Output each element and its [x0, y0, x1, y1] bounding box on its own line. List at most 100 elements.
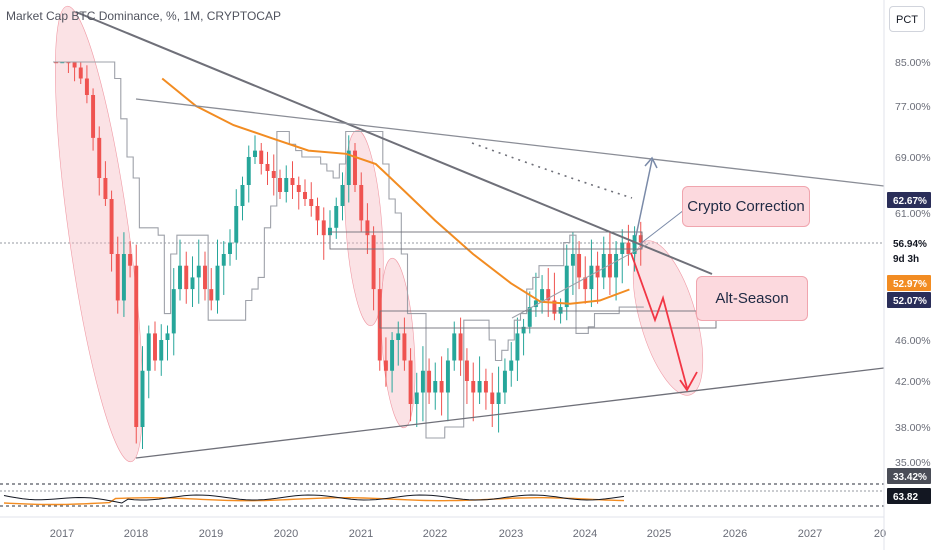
- indicator-signal-line: [3, 497, 625, 506]
- y-tick-label: 61.00%: [895, 208, 931, 220]
- candle-body: [334, 206, 339, 228]
- candle-body: [246, 157, 251, 185]
- candle-body: [490, 392, 495, 404]
- x-tick-label: 2023: [499, 528, 523, 540]
- candle-body: [128, 254, 133, 266]
- candle-body: [540, 289, 545, 301]
- x-tick-label: 2021: [349, 528, 373, 540]
- candle-body: [515, 333, 520, 361]
- candle-body: [445, 360, 450, 393]
- candle-body: [471, 381, 476, 393]
- candle-body: [265, 164, 270, 171]
- callout-alt-season: Alt-Season: [696, 276, 808, 321]
- x-tick-label: 2027: [798, 528, 822, 540]
- x-tick-label: 2025: [647, 528, 671, 540]
- candle-body: [271, 171, 276, 178]
- candle-body: [433, 381, 438, 393]
- candle-body: [309, 199, 314, 206]
- candles: [54, 62, 643, 449]
- candle-body: [564, 265, 569, 308]
- candle-body: [408, 360, 413, 404]
- candle-body: [620, 242, 625, 255]
- y-tick-label: 35.00%: [895, 457, 931, 469]
- price-tag-text: 52.97%: [893, 279, 927, 290]
- candle-body: [458, 333, 463, 361]
- candle-body: [365, 220, 370, 236]
- price-tag: 33.42%: [887, 468, 931, 484]
- x-tick-label: 2019: [199, 528, 223, 540]
- candle-body: [115, 254, 120, 301]
- candle-body: [203, 265, 207, 290]
- candle-body: [290, 178, 295, 185]
- candle-body: [502, 370, 507, 393]
- candle-body: [66, 62, 71, 64]
- price-tag: 62.67%: [887, 192, 931, 208]
- price-tag-text: 9d 3h: [893, 254, 919, 265]
- candle-body: [638, 235, 643, 243]
- candle-body: [390, 340, 395, 371]
- candle-body: [483, 381, 488, 393]
- stepped-trend-line: [53, 61, 644, 439]
- candle-body: [184, 265, 189, 290]
- y-tick-label: 85.00%: [895, 57, 931, 69]
- candle-body: [228, 242, 232, 255]
- price-tag-bg: [887, 275, 931, 291]
- candle-body: [178, 265, 182, 290]
- candle-body: [607, 254, 612, 278]
- descending-trendline: [75, 11, 713, 275]
- y-tick-label: 38.00%: [895, 422, 931, 434]
- candle-body: [215, 265, 220, 301]
- candle-body: [321, 220, 326, 236]
- candle-body: [396, 333, 401, 340]
- price-tag: 52.07%: [887, 292, 931, 308]
- scale-mode-button[interactable]: PCT: [889, 6, 925, 32]
- price-tag: 52.97%: [887, 275, 931, 291]
- candle-body: [371, 235, 376, 290]
- price-tag-bg: [887, 235, 931, 251]
- candle-body: [303, 192, 307, 199]
- candle-body: [589, 265, 594, 290]
- arrow-up-head: [644, 156, 658, 169]
- candle-body: [427, 370, 432, 393]
- candle-body: [359, 185, 364, 221]
- candle-body: [103, 178, 108, 199]
- y-tick-label: 69.00%: [895, 152, 931, 164]
- candle-body: [601, 254, 606, 278]
- candle-body: [146, 333, 151, 371]
- candle-body: [452, 333, 457, 361]
- arrow-up-line: [635, 159, 653, 237]
- price-tag-text: 56.94%: [893, 239, 927, 250]
- candle-body: [527, 307, 532, 327]
- candle-body: [328, 227, 332, 236]
- y-tick-label: 77.00%: [895, 101, 931, 113]
- x-tick-label: 2024: [573, 528, 597, 540]
- candle-body: [632, 235, 637, 255]
- candle-body: [315, 206, 320, 221]
- candle-body: [583, 277, 588, 290]
- candle-body: [209, 289, 214, 301]
- candle-body: [171, 289, 176, 334]
- rising-support-line: [511, 243, 649, 319]
- candle-body: [546, 289, 551, 301]
- arrow-down-line: [630, 252, 688, 389]
- candle-body: [91, 95, 96, 138]
- x-tick-label: 2022: [423, 528, 447, 540]
- price-tag: 63.82: [887, 488, 931, 504]
- candle-body: [353, 150, 357, 185]
- candle-body: [60, 62, 65, 64]
- candle-body: [552, 300, 557, 314]
- candle-body: [196, 265, 201, 278]
- candle-body: [496, 392, 501, 404]
- candle-body: [509, 360, 514, 371]
- candle-body: [278, 178, 282, 192]
- candle-body: [614, 254, 619, 278]
- candle-body: [477, 381, 482, 393]
- candle-body: [626, 242, 631, 255]
- candle-body: [190, 277, 195, 290]
- candle-body: [134, 265, 139, 427]
- arrow-down-head: [679, 371, 698, 392]
- moving-average-line: [161, 77, 630, 305]
- y-tick-label: 42.00%: [895, 376, 931, 388]
